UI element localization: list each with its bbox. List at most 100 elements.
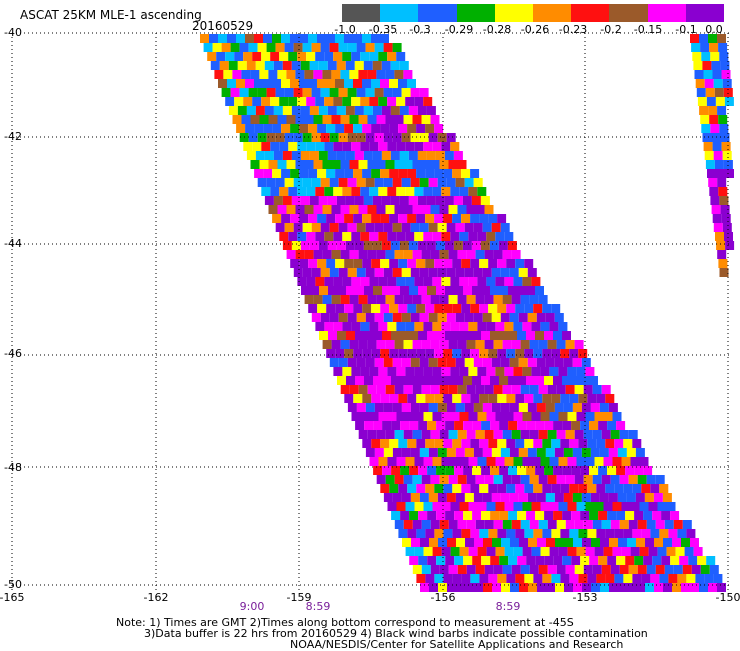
swath-cell xyxy=(506,349,516,358)
swath-cell xyxy=(589,556,599,565)
swath-cell xyxy=(412,250,422,259)
swath-cell xyxy=(673,520,683,529)
swath-cell xyxy=(403,250,413,259)
swath-cell xyxy=(417,196,427,205)
swath-cell xyxy=(542,529,552,538)
swath-cell xyxy=(684,547,694,556)
swath-cell xyxy=(657,547,667,556)
swath-cell xyxy=(405,232,415,241)
swath-cell xyxy=(473,178,483,187)
swath-cell xyxy=(511,250,521,259)
swath-cell xyxy=(603,412,613,421)
swath-cell xyxy=(544,511,554,520)
swath-cell xyxy=(484,340,494,349)
swath-cell xyxy=(479,529,489,538)
swath-cell xyxy=(315,52,325,61)
swath-cell xyxy=(459,547,469,556)
swath-cell xyxy=(423,277,433,286)
swath-cell xyxy=(466,385,476,394)
swath-cell xyxy=(396,277,406,286)
swath-cell xyxy=(356,223,366,232)
swath-cell xyxy=(434,484,444,493)
swath-cell xyxy=(317,214,327,223)
swath-cell xyxy=(293,133,303,142)
swath-cell xyxy=(279,52,289,61)
swath-cell xyxy=(509,448,519,457)
swath-cell xyxy=(448,205,458,214)
swath-cell xyxy=(714,88,724,97)
swath-cell xyxy=(475,520,485,529)
swath-cell xyxy=(398,439,408,448)
swath-cell xyxy=(380,124,390,133)
swath-cell xyxy=(347,313,357,322)
swath-cell xyxy=(414,187,424,196)
swath-cell xyxy=(461,214,471,223)
swath-cell xyxy=(650,529,660,538)
swath-cell xyxy=(353,304,363,313)
swath-cell xyxy=(697,97,707,106)
swath-cell xyxy=(446,493,456,502)
swath-cell xyxy=(333,367,343,376)
swath-cell xyxy=(614,574,624,583)
swath-cell xyxy=(405,97,415,106)
swath-cell xyxy=(290,259,300,268)
swath-cell xyxy=(556,475,566,484)
swath-cell xyxy=(444,241,454,250)
swath-cell xyxy=(320,268,330,277)
swath-cell xyxy=(335,169,345,178)
swath-cell xyxy=(492,538,501,547)
swath-cell xyxy=(405,547,415,556)
swath-cell xyxy=(358,70,368,79)
swath-cell xyxy=(464,223,474,232)
swath-cell xyxy=(625,466,635,475)
swath-cell xyxy=(344,259,354,268)
swath-cell xyxy=(493,520,503,529)
swath-cell xyxy=(327,241,337,250)
swath-cell xyxy=(389,169,399,178)
swath-cell xyxy=(273,61,283,70)
swath-cell xyxy=(243,142,253,151)
swath-cell xyxy=(708,178,718,187)
colorbar-labels: -1.0 -0.35 -0.3 -0.29 -0.28 -0.26 -0.23 … xyxy=(0,23,740,36)
swath-cell xyxy=(608,493,618,502)
swath-cell xyxy=(273,196,283,205)
swath-cell xyxy=(362,304,372,313)
swath-cell xyxy=(327,61,337,70)
swath-cell xyxy=(309,196,319,205)
swath-cell xyxy=(484,520,494,529)
swath-cell xyxy=(394,160,404,169)
swath-cell xyxy=(402,538,411,547)
swath-cell xyxy=(542,304,552,313)
swath-cell xyxy=(426,196,436,205)
swath-cell xyxy=(261,97,271,106)
swath-cell xyxy=(567,412,577,421)
swath-cell xyxy=(482,448,492,457)
swath-cell xyxy=(409,421,419,430)
swath-cell xyxy=(468,367,478,376)
swath-cell xyxy=(380,34,389,43)
swath-cell xyxy=(371,169,381,178)
swath-cell xyxy=(429,538,438,547)
swath-cell xyxy=(252,142,262,151)
swath-cell xyxy=(281,34,290,43)
swath-cell xyxy=(441,367,451,376)
footnote-line-3: NOAA/NESDIS/Center for Satellite Applica… xyxy=(290,638,624,651)
swath-cell xyxy=(347,43,357,52)
swath-cell xyxy=(694,70,704,79)
swath-cell xyxy=(293,178,303,187)
swath-cell xyxy=(475,430,485,439)
swath-cell xyxy=(358,295,368,304)
swath-cell xyxy=(590,448,600,457)
swath-cell xyxy=(344,124,354,133)
swath-cell xyxy=(385,475,395,484)
swath-cell xyxy=(317,259,327,268)
swath-cell xyxy=(331,205,341,214)
swath-cell xyxy=(392,448,402,457)
swath-cell xyxy=(439,385,449,394)
swath-cell xyxy=(245,79,254,88)
swath-cell xyxy=(693,61,703,70)
swath-cell xyxy=(450,547,460,556)
swath-cell xyxy=(281,169,291,178)
swath-cell xyxy=(423,187,433,196)
swath-cell xyxy=(489,241,499,250)
